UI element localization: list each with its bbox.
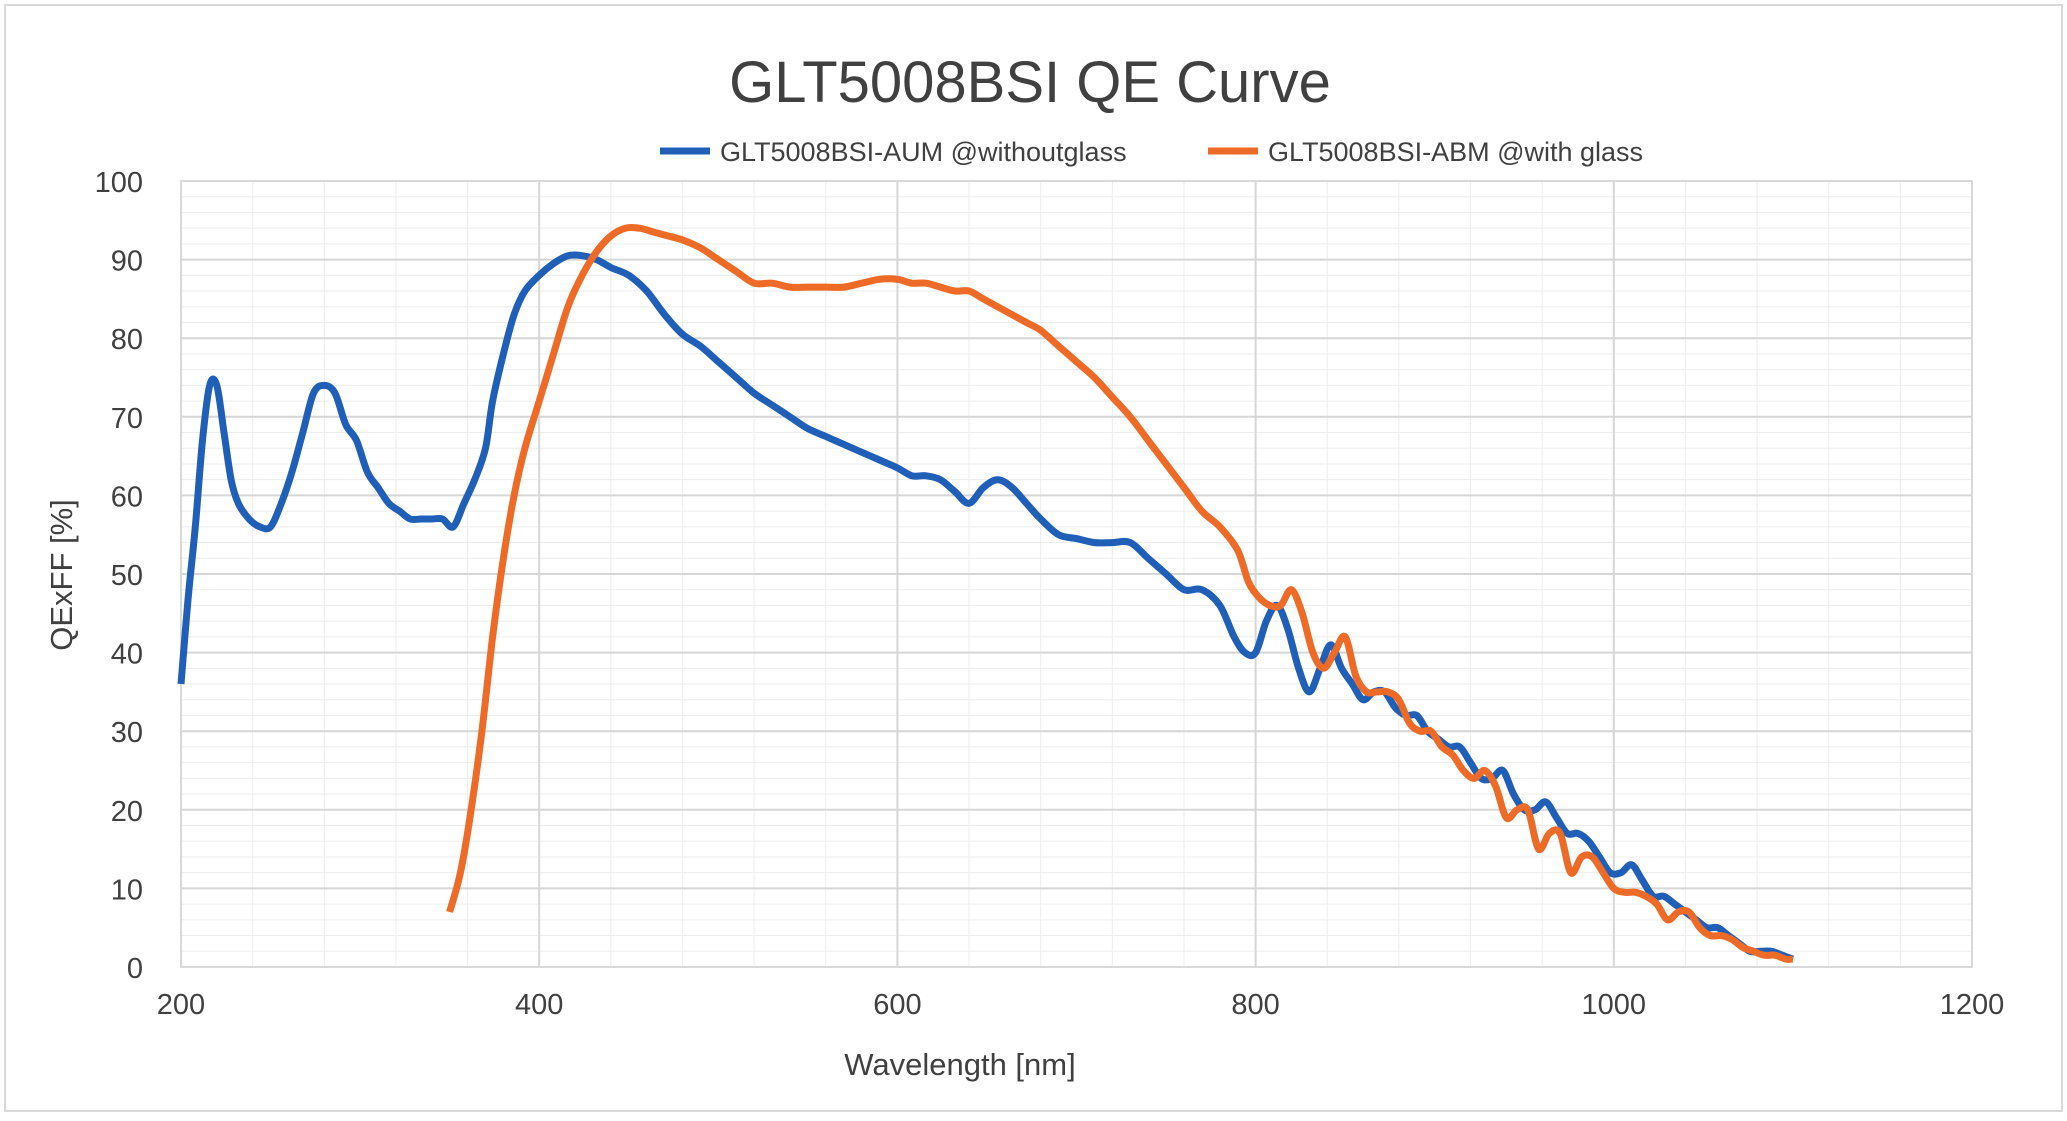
- y-tick-label: 70: [111, 403, 143, 435]
- legend: GLT5008BSI-AUM @withoutglass GLT5008BSI-…: [660, 137, 1643, 167]
- y-tick-label: 20: [111, 796, 143, 828]
- y-tick-label: 10: [111, 874, 143, 906]
- y-tick-label: 60: [111, 481, 143, 513]
- y-tick-label: 100: [95, 167, 143, 199]
- x-tick-label: 1200: [1940, 989, 2005, 1021]
- series-layer: [177, 223, 1795, 963]
- x-tick-label: 400: [515, 989, 563, 1021]
- x-tick-label: 200: [157, 989, 205, 1021]
- y-tick-label: 50: [111, 560, 143, 592]
- x-tick-label: 1000: [1582, 989, 1647, 1021]
- y-axis-label: QExFF [%]: [44, 499, 79, 651]
- x-axis-label: Wavelength [nm]: [844, 1047, 1075, 1082]
- legend-label-with-glass: GLT5008BSI-ABM @with glass: [1268, 137, 1643, 167]
- y-tick-label: 80: [111, 324, 143, 356]
- plot-area-frame: [180, 180, 1973, 968]
- y-tick-label: 40: [111, 639, 143, 671]
- y-tick-label: 0: [127, 953, 143, 985]
- x-tick-label: 600: [873, 989, 921, 1021]
- y-tick-label: 90: [111, 246, 143, 278]
- series-line-with-glass: [446, 223, 1794, 963]
- series-line-without-glass: [177, 251, 1795, 963]
- x-tick-label: 800: [1231, 989, 1279, 1021]
- y-axis-ticks: 0 10 20 30 40 50 60 70 80 90 100: [95, 167, 143, 985]
- y-tick-label: 30: [111, 717, 143, 749]
- x-axis-ticks: 200 400 600 800 1000 1200: [157, 989, 2004, 1021]
- chart-title: GLT5008BSI QE Curve: [729, 50, 1331, 115]
- legend-label-without-glass: GLT5008BSI-AUM @withoutglass: [720, 137, 1127, 167]
- minor-gridlines: [181, 181, 1972, 967]
